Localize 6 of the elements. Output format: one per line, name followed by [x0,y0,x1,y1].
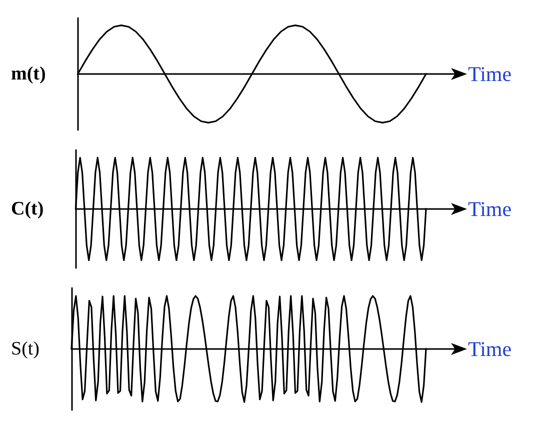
x-axis-title: Time [468,62,512,86]
x-axis-title: Time [468,337,512,361]
y-axis-title: C(t) [11,198,44,220]
x-axis-title: Time [468,197,512,221]
y-axis-title: m(t) [10,64,46,84]
y-axis-title: S(t) [11,338,40,360]
